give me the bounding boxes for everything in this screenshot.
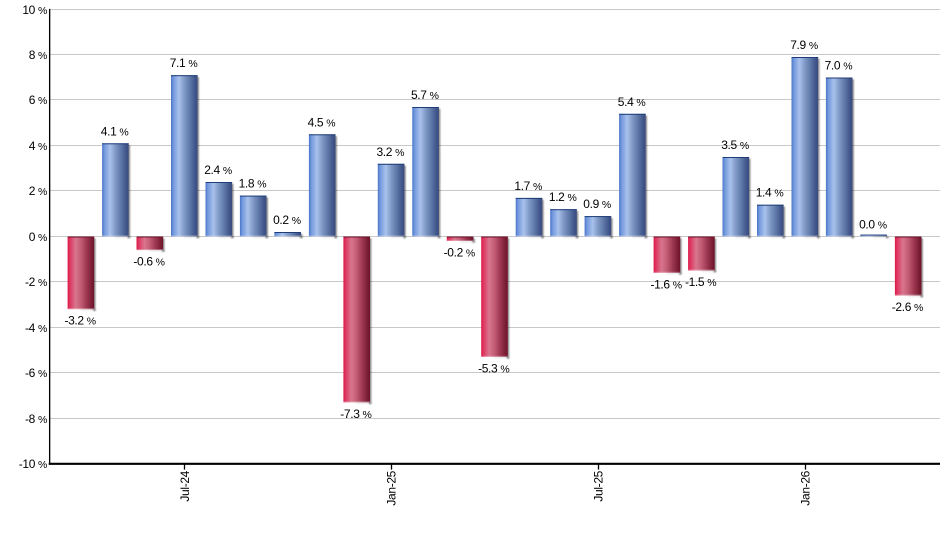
svg-text:-1.6 %: -1.6 % (650, 277, 681, 291)
svg-text:0.2 %: 0.2 % (273, 213, 301, 227)
svg-text:-8 %: -8 % (25, 412, 47, 426)
svg-text:7.0 %: 7.0 % (825, 59, 853, 73)
svg-text:-3.2 %: -3.2 % (64, 314, 95, 328)
svg-text:1.7 %: 1.7 % (514, 179, 542, 193)
svg-text:3.2 %: 3.2 % (376, 145, 404, 159)
svg-text:-0.6 %: -0.6 % (133, 255, 164, 269)
svg-text:-0.2 %: -0.2 % (444, 246, 475, 260)
svg-text:-7.3 %: -7.3 % (340, 407, 371, 421)
svg-text:1.2 %: 1.2 % (549, 190, 577, 204)
svg-text:0 %: 0 % (29, 230, 47, 244)
svg-text:4 %: 4 % (29, 139, 47, 153)
svg-text:5.4 %: 5.4 % (618, 95, 646, 109)
svg-text:1.8 %: 1.8 % (239, 177, 267, 191)
svg-text:-2.6 %: -2.6 % (892, 300, 923, 314)
svg-text:8 %: 8 % (29, 48, 47, 62)
svg-text:5.7 %: 5.7 % (411, 88, 439, 102)
svg-text:Jan-25: Jan-25 (385, 470, 399, 505)
svg-text:6 %: 6 % (29, 93, 47, 107)
svg-text:Jul-25: Jul-25 (591, 470, 605, 501)
svg-text:0.9 %: 0.9 % (583, 197, 611, 211)
svg-text:0.0 %: 0.0 % (859, 218, 887, 232)
svg-text:-5.3 %: -5.3 % (478, 361, 509, 375)
svg-text:7.9 %: 7.9 % (790, 38, 818, 52)
svg-text:Jan-26: Jan-26 (798, 470, 812, 505)
svg-text:-10 %: -10 % (19, 457, 47, 471)
svg-text:Jul-24: Jul-24 (178, 470, 192, 501)
svg-text:-2 %: -2 % (25, 275, 47, 289)
svg-text:3.5 %: 3.5 % (721, 138, 749, 152)
svg-text:4.5 %: 4.5 % (308, 115, 336, 129)
svg-text:4.1 %: 4.1 % (101, 124, 129, 138)
svg-text:-6 %: -6 % (25, 366, 47, 380)
svg-text:-1.5 %: -1.5 % (685, 275, 716, 289)
svg-text:2.4 %: 2.4 % (204, 163, 232, 177)
svg-text:-4 %: -4 % (25, 321, 47, 335)
svg-text:10 %: 10 % (22, 3, 47, 17)
svg-text:7.1 %: 7.1 % (170, 56, 198, 70)
svg-text:1.4 %: 1.4 % (756, 186, 784, 200)
svg-text:2 %: 2 % (29, 184, 47, 198)
